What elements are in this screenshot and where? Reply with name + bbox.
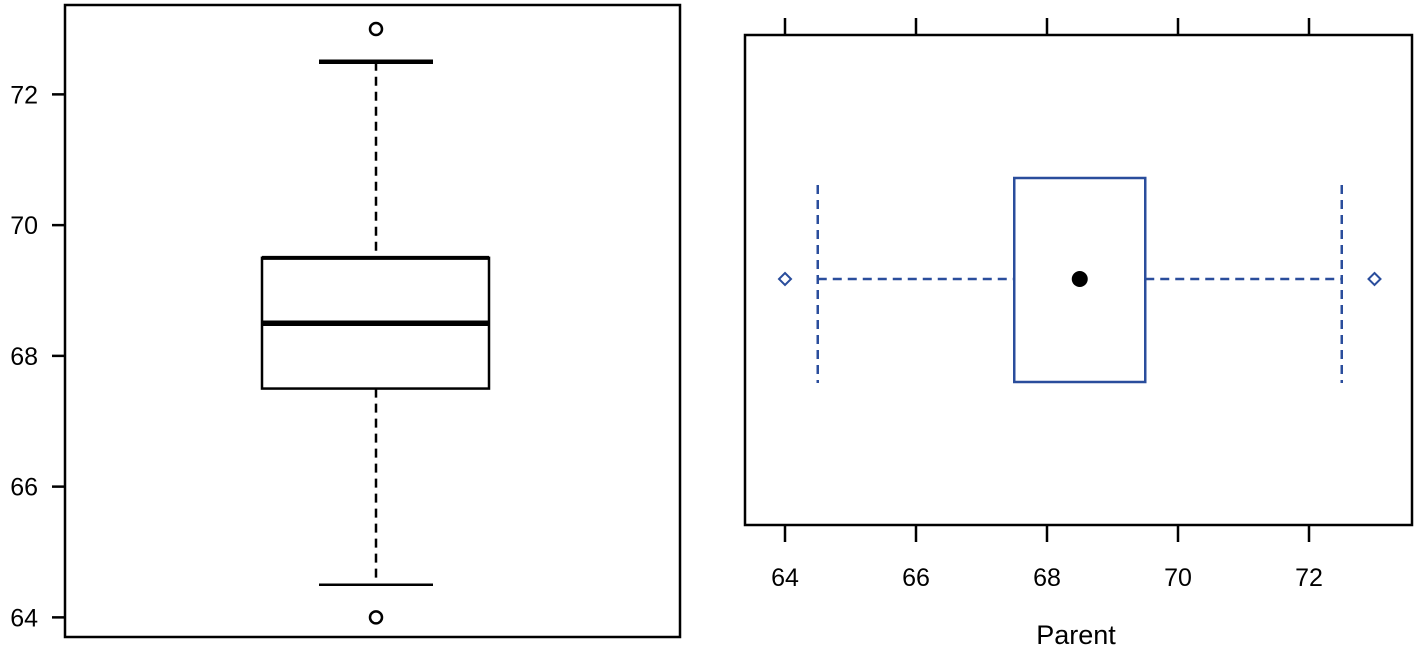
y-tick-label: 72 bbox=[10, 81, 38, 109]
y-tick-label: 64 bbox=[10, 604, 38, 632]
outlier-point bbox=[777, 271, 793, 287]
left-boxplot-panel: 64 66 68 70 72 bbox=[10, 3, 682, 639]
y-tick-label: 66 bbox=[10, 474, 38, 502]
left-y-axis: 64 66 68 70 72 bbox=[10, 81, 65, 632]
x-tick-label: 64 bbox=[771, 564, 799, 592]
outlier-point bbox=[368, 610, 384, 625]
y-tick-label: 70 bbox=[10, 212, 38, 240]
left-plot-frame bbox=[63, 3, 682, 639]
right-plot-frame bbox=[743, 33, 1414, 527]
right-x-axis: 64 66 68 70 72 bbox=[771, 18, 1323, 592]
x-tick-label: 72 bbox=[1295, 564, 1323, 592]
x-tick-label: 68 bbox=[1033, 564, 1061, 592]
left-box-group bbox=[260, 21, 491, 625]
x-tick-label: 66 bbox=[902, 564, 930, 592]
x-tick-label: 70 bbox=[1164, 564, 1192, 592]
outlier-point bbox=[1367, 271, 1382, 287]
median-dot bbox=[1071, 271, 1088, 287]
outlier-point bbox=[368, 21, 384, 37]
right-boxplot-panel: 64 66 68 70 72 Parent bbox=[743, 18, 1414, 650]
right-box-group bbox=[777, 176, 1382, 384]
right-x-axis-title: Parent bbox=[1036, 620, 1116, 650]
y-tick-label: 68 bbox=[10, 343, 38, 371]
interquartile-box bbox=[1013, 176, 1147, 384]
